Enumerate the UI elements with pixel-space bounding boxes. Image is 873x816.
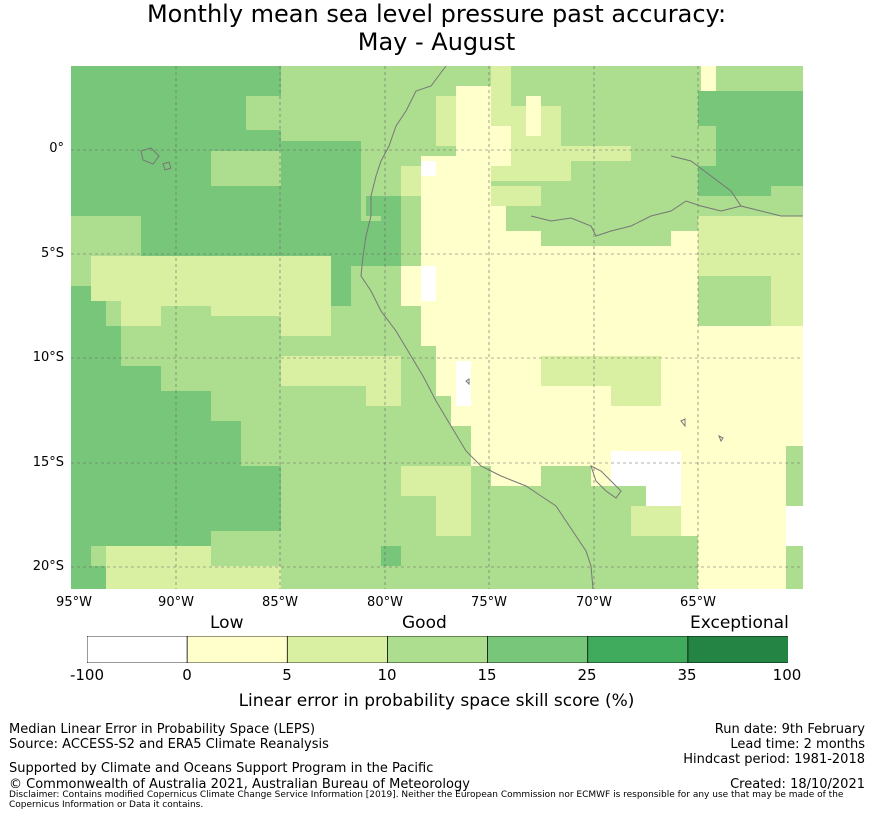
footer-created: Created: 18/10/2021: [730, 777, 865, 792]
lat-label-20s: 20°S: [32, 559, 64, 574]
region-low-north: [456, 86, 511, 166]
region-moderate-patch-3: [698, 216, 803, 326]
category-low: Low: [210, 613, 244, 633]
coastline-south-america: [360, 66, 594, 589]
gridlines: [71, 66, 803, 589]
lon-label-85w: 85°W: [262, 595, 298, 610]
region-very-low-4: [421, 161, 436, 176]
region-high-west: [71, 66, 331, 256]
category-exceptional: Exceptional: [690, 613, 789, 633]
colorbar-segment-4: [487, 636, 589, 663]
lake-titicaca: [590, 465, 622, 499]
region-very-low-3: [786, 506, 803, 546]
chart-title: Monthly mean sea level pressure past acc…: [0, 0, 873, 56]
footer-source: Source: ACCESS-S2 and ERA5 Climate Reana…: [9, 737, 329, 752]
region-high-coast-south: [381, 546, 401, 566]
region-moderate-patch-1: [541, 356, 661, 406]
lon-label-70w: 70°W: [576, 595, 612, 610]
region-low-northeast: [701, 66, 716, 91]
title-line-1: Monthly mean sea level pressure past acc…: [146, 0, 727, 28]
region-high-coast-north: [366, 196, 401, 266]
region-high-southwest: [71, 286, 281, 589]
river-amazon: [530, 200, 742, 237]
region-moderate-band-2: [281, 281, 331, 336]
colorbar-segment-2: [286, 636, 389, 663]
region-moderate-south: [106, 546, 281, 589]
galapagos-islands: [140, 147, 172, 171]
title-line-2: May - August: [357, 28, 516, 56]
lon-label-90w: 90°W: [158, 595, 194, 610]
footer-lead-time: Lead time: 2 months: [730, 737, 865, 752]
colorbar-tick-0: -100: [69, 666, 105, 684]
colorbar-tick-3: 10: [377, 666, 397, 684]
region-very-low-5: [456, 361, 471, 406]
colorbar: [87, 636, 788, 663]
region-very-low-1: [421, 266, 436, 301]
footer-supported: Supported by Climate and Oceans Support …: [9, 761, 434, 776]
colorbar-segment-6: [687, 636, 788, 663]
lat-label-10s: 10°S: [32, 350, 64, 365]
category-good: Good: [402, 613, 447, 633]
small-islands: [465, 378, 724, 443]
lon-label-95w: 95°W: [56, 595, 92, 610]
region-high-center: [281, 141, 381, 306]
coastlines: [140, 66, 803, 589]
colorbar-segment-5: [587, 636, 689, 663]
skill-map: [71, 66, 803, 589]
skill-regions: [71, 66, 803, 589]
footer-disclaimer: Disclaimer: Contains modified Copernicus…: [9, 790, 844, 810]
region-low-northeast-2: [526, 96, 541, 136]
region-moderate-patch-4: [631, 506, 681, 536]
lat-label-15s: 15°S: [32, 455, 64, 470]
colorbar-segment-3: [387, 636, 489, 663]
region-very-low-2: [611, 451, 681, 506]
colorbar-segment-1: [186, 636, 289, 663]
region-moderate-band-1: [91, 256, 331, 336]
footer-copyright: © Commonwealth of Australia 2021, Austra…: [9, 777, 470, 792]
region-moderate-patch-2: [491, 186, 541, 206]
region-high-northeast: [698, 91, 803, 196]
colorbar-label: Linear error in probability space skill …: [238, 691, 635, 711]
colorbar-tick-7: 100: [772, 666, 802, 684]
footer-run-date: Run date: 9th February: [714, 722, 865, 737]
lat-label-5s: 5°S: [40, 246, 64, 261]
colorbar-tick-4: 15: [477, 666, 497, 684]
region-moderate-coast-south: [401, 466, 471, 536]
footer-hindcast: Hindcast period: 1981-2018: [683, 752, 865, 767]
region-moderate-coast: [281, 356, 401, 406]
colorbar-segment-0: [87, 636, 189, 663]
lat-label-0: 0°: [49, 141, 64, 156]
colorbar-tick-6: 35: [677, 666, 697, 684]
lon-label-75w: 75°W: [471, 595, 507, 610]
lon-label-80w: 80°W: [367, 595, 403, 610]
footer-method: Median Linear Error in Probability Space…: [9, 722, 316, 737]
colorbar-tick-2: 5: [282, 666, 292, 684]
colorbar-tick-1: 0: [182, 666, 192, 684]
lon-label-65w: 65°W: [680, 595, 716, 610]
colorbar-tick-5: 25: [577, 666, 597, 684]
coastline-amazon: [670, 155, 803, 217]
